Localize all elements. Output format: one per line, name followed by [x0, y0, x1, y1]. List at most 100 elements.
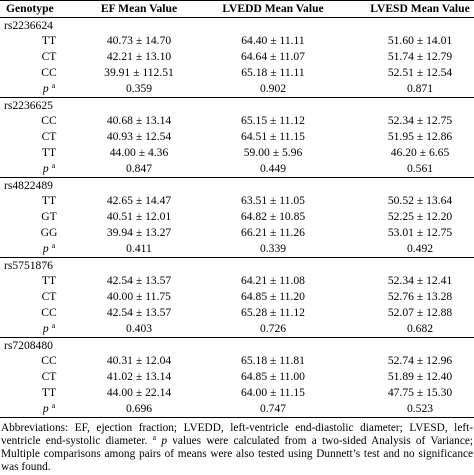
p-value: 0.847 [98, 160, 180, 178]
mean-value: 64.85 ± 11.00 [241, 370, 305, 384]
genotype-row: CC 42.54 ± 13.57 65.28 ± 11.12 52.07 ± 12.8… [0, 305, 474, 321]
genotype: GT [41, 210, 57, 224]
mean-value: 51.74 ± 12.79 [387, 50, 453, 64]
genotype-row: CC 40.68 ± 13.14 65.15 ± 11.12 52.34 ± 12.7… [0, 114, 474, 130]
empty-cell [366, 177, 474, 193]
mean-value: 52.34 ± 12.41 [387, 274, 453, 288]
mean-value: 52.34 ± 12.75 [387, 114, 453, 128]
p-letter: p [42, 401, 49, 415]
p-row: p a 0.847 0.449 0.561 [0, 160, 474, 178]
genotype: CC [41, 114, 57, 128]
p-value: 0.871 [366, 80, 474, 98]
empty-cell [366, 17, 474, 33]
genotype-row: CC 39.91 ± 112.51 65.18 ± 11.11 52.51 ± 12.… [0, 65, 474, 81]
data-table: Genotype EF Mean Value LVEDD Mean Value LVE… [0, 0, 474, 418]
empty-cell [180, 177, 366, 193]
mean-value: 52.51 ± 12.54 [387, 66, 453, 80]
genotype-row: GT 40.51 ± 12.01 64.82 ± 10.85 52.25 ± 12.2… [0, 209, 474, 225]
snp-row: rs2236624 [0, 17, 474, 33]
p-value: 0.747 [180, 400, 366, 418]
genotype-row: CT 41.02 ± 13.14 64.85 ± 11.00 51.89 ± 12.4… [0, 369, 474, 385]
p-value: 0.696 [98, 400, 180, 418]
p-value: 0.339 [180, 240, 366, 258]
footnote-text: Abbreviations: EF, ejection fraction; LV… [1, 421, 473, 447]
p-value: 0.359 [98, 80, 180, 98]
p-label: p a [0, 320, 98, 338]
genotype: GG [40, 226, 58, 240]
snp-name: rs4822489 [4, 178, 53, 192]
table-body: rs2236624 TT 40.73 ± 14.70 64.40 ± 11.11 51.… [0, 17, 474, 418]
p-letter: p [42, 81, 49, 95]
mean-value: 42.54 ± 13.57 [106, 306, 172, 320]
genotype-row: GG 39.94 ± 13.27 66.21 ± 11.26 53.01 ± 12.7… [0, 225, 474, 241]
mean-value: 59.00 ± 5.96 [243, 146, 303, 160]
genotype: CC [41, 306, 57, 320]
mean-value: 40.73 ± 14.70 [106, 34, 172, 48]
genotype: CT [41, 290, 57, 304]
mean-value: 65.18 ± 11.81 [241, 354, 305, 368]
genotype-row: CC 40.31 ± 12.04 65.18 ± 11.81 52.74 ± 12.9… [0, 354, 474, 370]
p-sup: a [51, 160, 56, 170]
genotype-row: TT 44.00 ± 22.14 64.00 ± 11.15 47.75 ± 15.3… [0, 385, 474, 401]
snp-name: rs5751876 [4, 258, 53, 272]
p-label: p a [0, 400, 98, 418]
mean-value: 64.85 ± 11.20 [241, 290, 305, 304]
genotype: CC [41, 66, 57, 80]
p-value: 0.561 [366, 160, 474, 178]
p-value: 0.403 [98, 320, 180, 338]
mean-value: 52.74 ± 12.96 [387, 354, 453, 368]
mean-value: 52.25 ± 12.20 [387, 210, 453, 224]
mean-value: 40.00 ± 11.75 [107, 290, 171, 304]
p-letter: p [42, 321, 49, 335]
genotype: CT [41, 130, 57, 144]
p-label: p a [0, 160, 98, 178]
mean-value: 51.60 ± 14.01 [387, 34, 453, 48]
genotype-row: CT 40.93 ± 12.54 64.51 ± 11.15 51.95 ± 12.8… [0, 129, 474, 145]
genotype-row: CT 42.21 ± 13.10 64.64 ± 11.07 51.74 ± 12.7… [0, 49, 474, 65]
empty-cell [180, 97, 366, 113]
p-sup: a [51, 80, 56, 90]
mean-value: 46.20 ± 6.65 [390, 146, 450, 160]
mean-value: 50.52 ± 13.64 [387, 194, 453, 208]
empty-cell [98, 97, 180, 113]
column-header: LVEDD Mean Value [180, 0, 366, 18]
genotype: TT [41, 146, 57, 160]
mean-value: 40.51 ± 12.01 [106, 210, 172, 224]
mean-value: 40.93 ± 12.54 [106, 130, 172, 144]
empty-cell [180, 257, 366, 273]
mean-value: 51.95 ± 12.86 [387, 130, 453, 144]
empty-cell [98, 257, 180, 273]
genotype-row: TT 42.65 ± 14.47 63.51 ± 11.05 50.52 ± 13.6… [0, 194, 474, 210]
footnote-sup: a [152, 432, 157, 442]
genotype-row: CT 40.00 ± 11.75 64.85 ± 11.20 52.76 ± 13.2… [0, 289, 474, 305]
p-letter: p [42, 161, 49, 175]
genotype: TT [41, 386, 57, 400]
p-value: 0.682 [366, 320, 474, 338]
column-header: Genotype [0, 0, 98, 18]
snp-name: rs2236625 [4, 98, 53, 112]
empty-cell [180, 337, 366, 353]
mean-value: 51.89 ± 12.40 [387, 370, 453, 384]
mean-value: 66.21 ± 11.26 [241, 226, 305, 240]
snp-row: rs5751876 [0, 257, 474, 273]
genotype-row: TT 44.00 ± 4.36 59.00 ± 5.96 46.20 ± 6.65 [0, 145, 474, 161]
p-value: 0.902 [180, 80, 366, 98]
genotype: CT [41, 50, 57, 64]
genotype-row: TT 42.54 ± 13.57 64.21 ± 11.08 52.34 ± 12.4… [0, 274, 474, 290]
snp-name: rs2236624 [4, 18, 53, 32]
mean-value: 41.02 ± 13.14 [106, 370, 172, 384]
footnote: Abbreviations: EF, ejection fraction; LV… [0, 418, 474, 475]
mean-value: 64.51 ± 11.15 [241, 130, 305, 144]
p-row: p a 0.403 0.726 0.682 [0, 320, 474, 338]
mean-value: 64.00 ± 11.15 [241, 386, 305, 400]
header-row: Genotype EF Mean Value LVEDD Mean Value LVE… [0, 0, 474, 18]
empty-cell [366, 257, 474, 273]
p-letter: p [42, 241, 49, 255]
snp-row: rs7208480 [0, 337, 474, 353]
mean-value: 40.31 ± 12.04 [106, 354, 172, 368]
p-value: 0.523 [366, 400, 474, 418]
mean-value: 64.64 ± 11.07 [241, 50, 305, 64]
p-label: p a [0, 240, 98, 258]
mean-value: 52.07 ± 12.88 [387, 306, 453, 320]
mean-value: 64.40 ± 11.11 [241, 34, 305, 48]
